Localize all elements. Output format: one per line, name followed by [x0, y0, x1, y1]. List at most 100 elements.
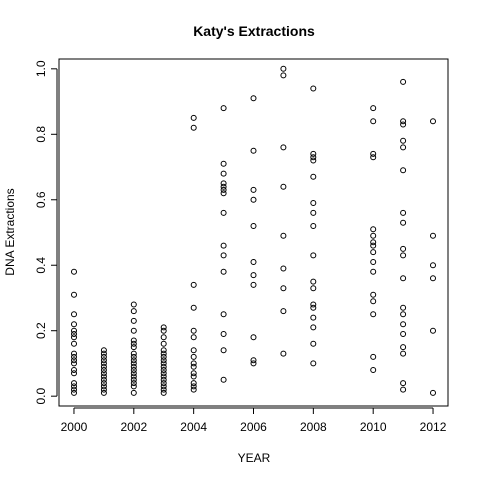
data-point [370, 259, 377, 265]
data-point [280, 265, 287, 272]
data-point [220, 268, 227, 275]
y-axis: 0.0 0.2 0.4 0.6 0.8 1.0 [34, 60, 58, 405]
data-point [190, 334, 197, 341]
data-point [190, 373, 197, 380]
data-point [220, 209, 227, 216]
data-point [220, 376, 227, 383]
data-point [71, 367, 77, 373]
data-point [130, 373, 137, 380]
data-point [160, 367, 167, 373]
data-point [370, 232, 377, 239]
x-axis-label: YEAR [238, 451, 271, 465]
data-point [220, 311, 227, 318]
data-point [130, 370, 137, 377]
data-point [100, 389, 107, 396]
data-point [71, 380, 77, 387]
data-point [190, 386, 197, 393]
data-point [280, 308, 287, 315]
data-point [130, 383, 137, 390]
data-point [400, 118, 407, 125]
data-point [280, 183, 287, 190]
data-point [130, 344, 137, 351]
data-point [400, 245, 407, 252]
data-point [400, 275, 407, 282]
data-point [430, 327, 436, 334]
data-point [100, 386, 107, 393]
data-point [130, 327, 137, 334]
data-point [370, 367, 377, 373]
data-point [160, 324, 167, 331]
data-point [100, 373, 107, 380]
data-point [250, 95, 257, 102]
data-point [220, 331, 227, 337]
data-point [400, 167, 407, 174]
data-point [430, 232, 436, 239]
data-point [310, 200, 317, 206]
data-point [130, 350, 137, 357]
data-point [190, 353, 197, 360]
data-point [130, 363, 137, 370]
data-point [160, 370, 167, 377]
data-point [310, 340, 317, 347]
data-point [310, 301, 317, 308]
data-point [250, 259, 257, 265]
data-point [370, 268, 377, 275]
data-point [220, 252, 227, 259]
data-point [100, 376, 107, 383]
data-point [100, 353, 107, 360]
data-point [310, 314, 317, 321]
data-point [71, 360, 77, 367]
x-tick-label: 2006 [240, 420, 267, 434]
data-point [400, 252, 407, 259]
data-point [400, 209, 407, 216]
data-point [71, 268, 77, 275]
data-point [160, 353, 167, 360]
data-point [190, 327, 197, 334]
data-point [71, 334, 77, 341]
data-point [220, 105, 227, 112]
x-tick-label: 2010 [360, 420, 387, 434]
data-point [160, 360, 167, 367]
data-point [430, 262, 436, 269]
y-tick-label: 0.0 [34, 388, 48, 405]
data-point [190, 363, 197, 370]
data-point [220, 347, 227, 354]
y-axis-label: DNA Extractions [3, 188, 17, 275]
data-point [220, 180, 227, 187]
data-point [400, 311, 407, 318]
data-point [130, 380, 137, 387]
data-point [400, 386, 407, 393]
data-point [310, 150, 317, 157]
data-point [310, 85, 317, 92]
data-point [310, 324, 317, 331]
data-point [71, 383, 77, 390]
data-point [130, 367, 137, 373]
data-point [280, 65, 287, 72]
data-point [370, 105, 377, 112]
data-point [370, 239, 377, 246]
data-point [370, 154, 377, 161]
data-point [130, 376, 137, 383]
data-point [190, 360, 197, 367]
x-tick-label: 2008 [300, 420, 327, 434]
data-point [100, 383, 107, 390]
data-point [250, 196, 257, 203]
data-point [400, 344, 407, 351]
data-point [430, 118, 436, 125]
x-tick-label: 2012 [420, 420, 447, 434]
x-tick-label: 2004 [180, 420, 207, 434]
data-point [190, 114, 197, 121]
data-point [220, 242, 227, 249]
data-point [71, 331, 77, 337]
y-tick-label: 0.6 [34, 191, 48, 208]
data-point [100, 363, 107, 370]
data-point [220, 160, 227, 167]
data-point [160, 373, 167, 380]
data-point [130, 353, 137, 360]
data-point [250, 334, 257, 341]
data-point [310, 223, 317, 229]
data-point [160, 363, 167, 370]
data-point [220, 170, 227, 177]
data-point [71, 386, 77, 393]
